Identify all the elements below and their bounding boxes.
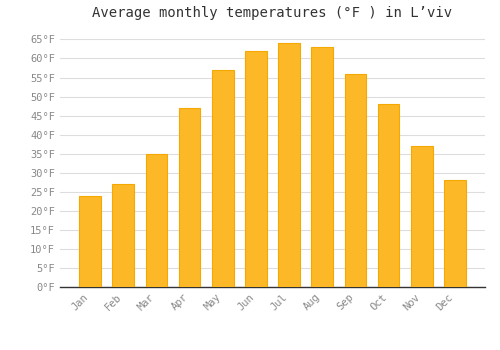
- Bar: [245, 51, 266, 287]
- Bar: [444, 180, 466, 287]
- Bar: [212, 70, 234, 287]
- Bar: [179, 108, 201, 287]
- Bar: [146, 154, 167, 287]
- Bar: [312, 47, 333, 287]
- Bar: [80, 196, 101, 287]
- Title: Average monthly temperatures (°F ) in L’viv: Average monthly temperatures (°F ) in L’…: [92, 6, 452, 20]
- Bar: [278, 43, 300, 287]
- Bar: [344, 74, 366, 287]
- Bar: [112, 184, 134, 287]
- Bar: [411, 146, 432, 287]
- Bar: [378, 104, 400, 287]
